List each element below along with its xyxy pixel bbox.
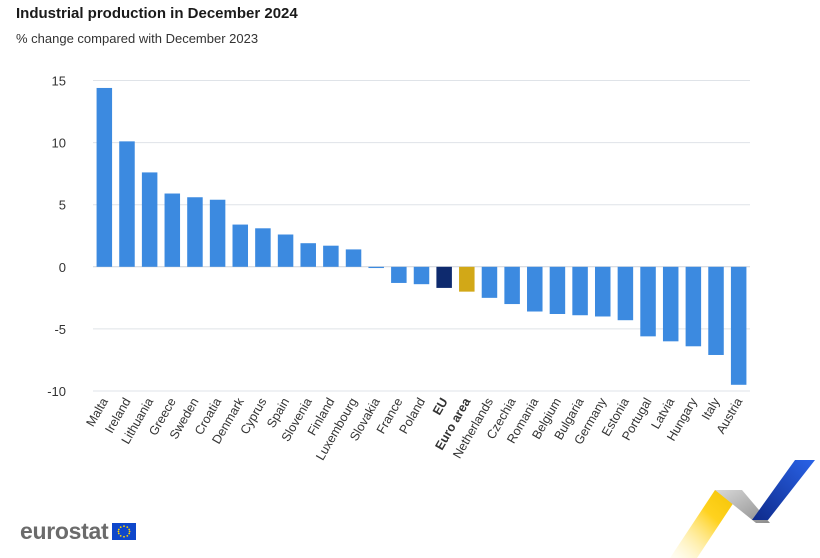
bar-portugal[interactable] — [640, 266, 656, 337]
bar-finland[interactable] — [323, 245, 339, 267]
bar-luxembourg[interactable] — [345, 249, 362, 267]
chart-subtitle: % change compared with December 2023 — [16, 31, 259, 46]
bar-malta[interactable] — [96, 87, 113, 267]
bar-lithuania[interactable] — [141, 172, 158, 267]
bar-estonia[interactable] — [617, 266, 634, 321]
bar-euro-area[interactable] — [459, 266, 475, 292]
bar-latvia[interactable] — [662, 266, 679, 342]
decorative-chevron-graphic — [670, 460, 815, 558]
bar-sweden[interactable] — [187, 197, 203, 267]
y-tick-label: 10 — [52, 136, 66, 151]
bar-eu[interactable] — [436, 266, 452, 288]
bar-france[interactable] — [391, 266, 407, 283]
bar-italy[interactable] — [708, 266, 724, 355]
x-category-label: EU — [430, 396, 451, 418]
y-axis-ticks: 15 10 5 0 -5 -10 — [47, 74, 66, 400]
bar-germany[interactable] — [594, 266, 611, 317]
bar-slovakia[interactable] — [368, 266, 384, 269]
bar-croatia[interactable] — [209, 199, 226, 267]
eu-flag-icon — [112, 523, 137, 540]
bar-austria[interactable] — [730, 266, 747, 385]
x-axis-labels: MaltaIrelandLithuaniaGreeceSwedenCroatia… — [84, 395, 746, 463]
bar-romania[interactable] — [527, 266, 543, 312]
bars — [96, 87, 747, 385]
bar-denmark[interactable] — [232, 224, 249, 267]
bar-netherlands[interactable] — [481, 266, 498, 298]
bar-slovenia[interactable] — [300, 243, 316, 267]
y-tick-label: 5 — [59, 198, 66, 213]
y-tick-label: 15 — [52, 74, 66, 89]
bar-ireland[interactable] — [119, 141, 135, 267]
bar-cyprus[interactable] — [255, 228, 271, 267]
bar-czechia[interactable] — [504, 266, 520, 305]
bar-hungary[interactable] — [685, 266, 702, 347]
bar-bulgaria[interactable] — [572, 266, 588, 316]
logo-text: eurostat — [20, 518, 109, 544]
bar-belgium[interactable] — [549, 266, 566, 314]
bar-chart: 15 10 5 0 -5 -10 MaltaIrelandLithuaniaGreeceS… — [47, 74, 750, 463]
bar-greece[interactable] — [164, 193, 181, 267]
bar-spain[interactable] — [277, 234, 294, 267]
y-tick-label: 0 — [59, 260, 66, 275]
y-tick-label: -5 — [54, 322, 66, 337]
y-tick-label: -10 — [47, 384, 66, 399]
bar-poland[interactable] — [413, 266, 430, 285]
chart-title: Industrial production in December 2024 — [16, 5, 298, 22]
eurostat-logo[interactable]: eurostat — [20, 518, 137, 545]
